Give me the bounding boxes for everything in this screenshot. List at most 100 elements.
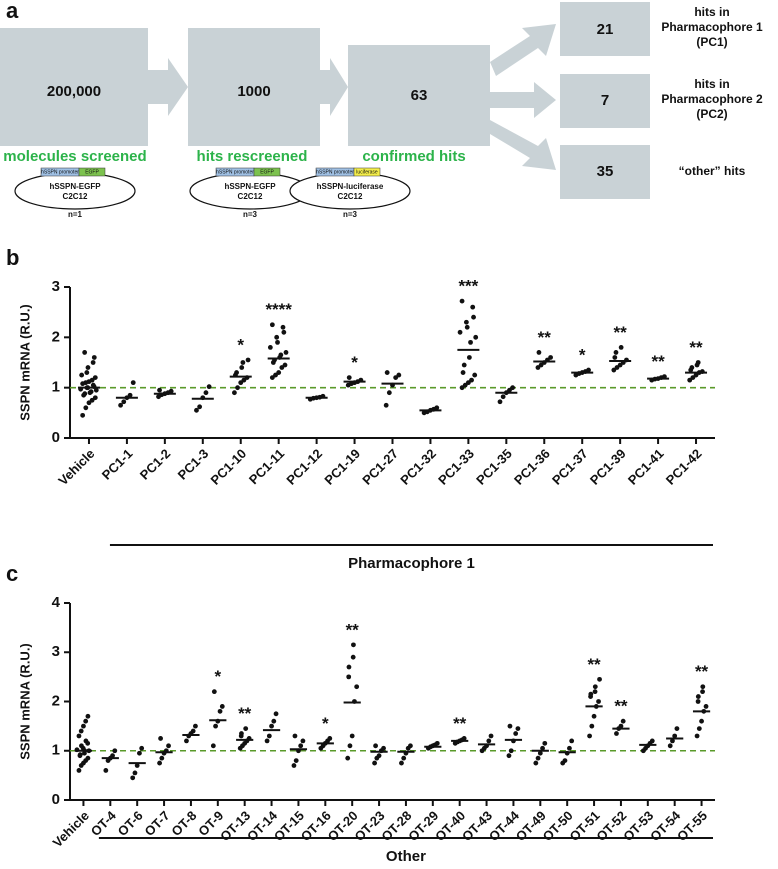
- data-point: [354, 684, 360, 690]
- data-point: [674, 726, 680, 731]
- y-axis-title: SSPN mRNA (R.U.): [17, 643, 32, 760]
- data-point: [90, 382, 96, 388]
- y-tick-label: 3: [52, 643, 60, 660]
- data-point: [281, 329, 287, 335]
- data-point: [506, 753, 512, 759]
- stage-box: [348, 45, 490, 146]
- data-point: [168, 388, 174, 394]
- data-point: [695, 694, 701, 699]
- data-point: [508, 748, 514, 754]
- x-tick-label: Vehicle: [50, 808, 92, 850]
- data-point: [696, 726, 702, 731]
- data-point: [211, 689, 217, 695]
- data-point: [83, 738, 89, 744]
- data-point: [591, 713, 597, 719]
- data-point: [592, 689, 598, 695]
- data-point: [408, 743, 413, 749]
- reporter-block: [78, 167, 106, 177]
- stage-value: 63: [411, 87, 428, 104]
- data-point: [461, 736, 467, 741]
- arrow: [490, 24, 556, 76]
- data-point: [130, 380, 136, 386]
- outcome-label: hits in: [694, 77, 729, 91]
- data-point: [85, 755, 91, 761]
- data-point: [548, 355, 553, 360]
- data-point: [197, 404, 203, 410]
- data-point: [271, 718, 277, 724]
- data-point: [457, 329, 463, 335]
- outcome-box: [560, 145, 650, 199]
- data-point: [240, 360, 246, 365]
- stage-caption: molecules screened: [3, 148, 146, 165]
- data-point: [234, 370, 239, 375]
- data-point: [434, 740, 440, 746]
- y-tick-label: 4: [52, 594, 61, 611]
- stage-value: 1000: [237, 83, 270, 100]
- data-point: [346, 664, 352, 670]
- reporter-label: EGFP: [260, 169, 274, 175]
- data-point: [83, 718, 89, 724]
- significance: ****: [265, 300, 292, 319]
- stage-caption: hits rescreened: [197, 148, 308, 165]
- data-point: [217, 708, 223, 714]
- stage-value: 200,000: [47, 83, 101, 100]
- data-point: [434, 405, 440, 411]
- data-point: [618, 345, 624, 350]
- data-point: [649, 738, 655, 744]
- outcome-label: Pharmacophore 1: [661, 20, 763, 34]
- outcome-value: 35: [597, 163, 614, 180]
- data-point: [699, 718, 704, 724]
- n-label: n=3: [243, 210, 258, 219]
- y-tick-label: 0: [52, 791, 60, 808]
- stage-box: [188, 28, 320, 146]
- data-point: [700, 689, 705, 695]
- x-tick-label: PC1-36: [511, 446, 553, 488]
- data-point: [210, 743, 216, 749]
- data-point: [243, 726, 249, 731]
- data-point: [567, 745, 572, 751]
- data-point: [569, 738, 575, 744]
- construct-name: hSSPN-luciferase: [317, 182, 384, 191]
- stage-box: [0, 28, 148, 146]
- reporter-label: EGFP: [85, 169, 99, 175]
- reporter-label: luciferase: [356, 169, 378, 175]
- data-point: [537, 750, 543, 756]
- data-point: [298, 743, 304, 749]
- data-point: [486, 738, 492, 744]
- n-label: n=3: [343, 210, 358, 219]
- data-point: [535, 755, 541, 761]
- promoter-label: hSSPN promoter: [216, 169, 254, 175]
- data-point: [703, 704, 709, 709]
- arrow: [490, 82, 556, 118]
- panel-label: a: [6, 0, 19, 23]
- data-point: [689, 365, 695, 370]
- data-point: [77, 752, 83, 758]
- data-point: [587, 733, 592, 739]
- data-point: [618, 723, 624, 729]
- significance: **: [695, 662, 709, 681]
- reporter-block: [253, 167, 281, 177]
- cell-line: C2C12: [338, 192, 363, 201]
- x-tick-label: OT-4: [88, 807, 120, 839]
- data-point: [694, 733, 700, 739]
- data-point: [401, 755, 407, 761]
- y-axis-title: SSPN mRNA (R.U.): [17, 304, 32, 421]
- data-point: [193, 723, 198, 729]
- data-point: [118, 402, 123, 408]
- data-point: [346, 674, 352, 680]
- outcome-label: (PC2): [696, 107, 727, 121]
- data-point: [79, 372, 85, 378]
- y-tick-label: 1: [52, 742, 60, 759]
- data-point: [488, 733, 494, 739]
- arrow: [320, 58, 348, 116]
- x-tick-label: PC1-1: [99, 446, 136, 483]
- data-point: [190, 728, 196, 734]
- data-point: [515, 726, 521, 731]
- x-tick-label: PC1-37: [549, 446, 591, 488]
- data-point: [346, 375, 352, 380]
- data-point: [283, 350, 289, 355]
- data-point: [461, 362, 467, 368]
